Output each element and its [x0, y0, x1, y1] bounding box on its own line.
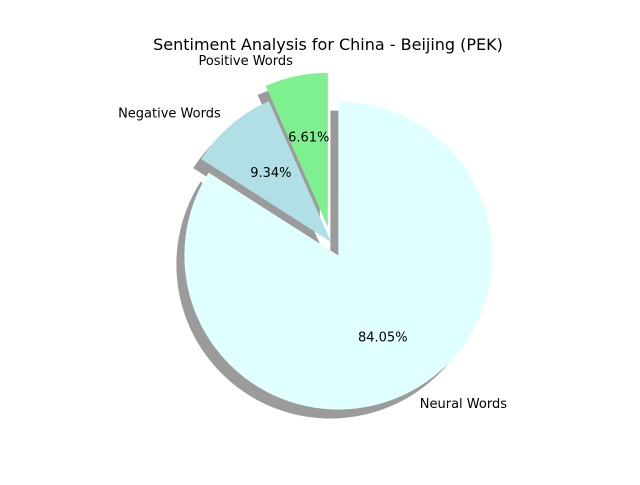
slice-label-negative-words: Negative Words — [118, 106, 221, 121]
slice-layer — [184, 72, 493, 410]
slice-percent-neural-words: 84.05% — [358, 331, 408, 346]
pie-slice-neural-words — [184, 101, 493, 410]
slice-label-positive-words: Positive Words — [198, 54, 293, 69]
pie-slice-positive-words — [265, 72, 328, 227]
label-layer: Positive Words 6.61% Negative Words 9.34% Ne… — [118, 54, 507, 412]
slice-percent-positive-words: 6.61% — [288, 131, 329, 146]
slice-percent-negative-words: 9.34% — [250, 166, 291, 181]
slice-label-neural-words: Neural Words — [420, 397, 507, 412]
chart-title: Sentiment Analysis for China - Beijing (… — [153, 35, 503, 54]
pie-slice-negative-words — [201, 101, 331, 242]
